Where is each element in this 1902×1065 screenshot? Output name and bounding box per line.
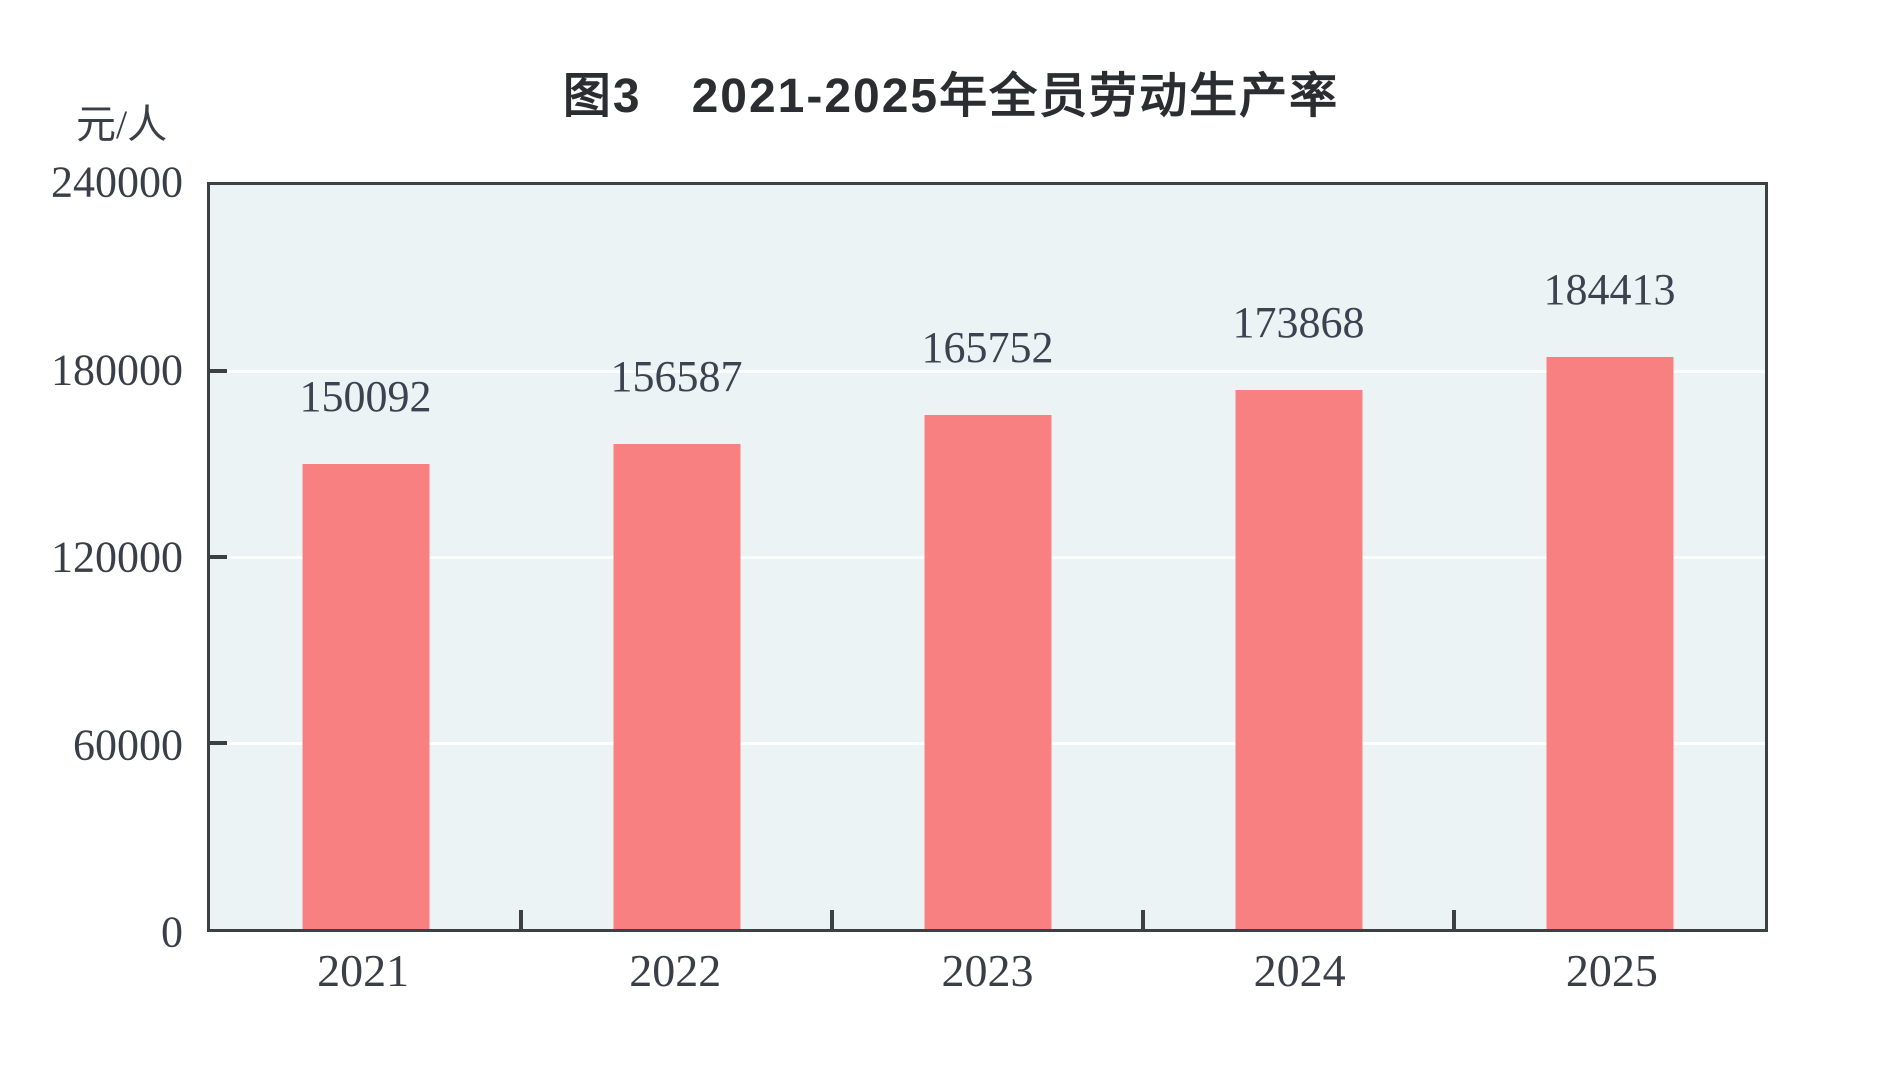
y-tick-label: 120000	[51, 532, 183, 582]
bar-value-label: 150092	[299, 371, 432, 421]
y-axis-unit-label: 元/人	[76, 102, 168, 147]
y-axis: 240000 180000 120000 60000 0	[0, 158, 183, 957]
y-tick-mark	[210, 555, 227, 559]
bar-group: 184413	[1454, 185, 1765, 929]
x-tick-mark	[519, 910, 523, 929]
x-tick-mark	[1452, 910, 1456, 929]
y-tick-label: 0	[161, 907, 183, 957]
x-tick-mark	[1141, 910, 1145, 929]
bar	[613, 443, 740, 929]
bar-group: 156587	[521, 185, 832, 929]
bar	[924, 415, 1051, 929]
y-tick-label: 180000	[51, 345, 183, 394]
x-tick-label: 2022	[629, 945, 722, 996]
plot-area: 150092 156587 165752 173868 184413	[207, 182, 1768, 932]
bar	[1546, 357, 1673, 929]
bar	[1235, 390, 1362, 929]
y-tick-mark	[210, 741, 227, 745]
bar-value-label: 165752	[921, 323, 1054, 373]
bar-group: 150092	[210, 185, 521, 929]
x-tick-label: 2025	[1565, 945, 1658, 996]
gridline-180000	[210, 370, 1765, 373]
bar-value-label: 173868	[1232, 298, 1365, 348]
x-tick-label: 2024	[1253, 945, 1346, 996]
y-tick-mark	[210, 369, 227, 373]
plot-inner: 150092 156587 165752 173868 184413	[210, 185, 1765, 929]
x-axis: 2021 2022 2023 2024 2025	[207, 944, 1768, 997]
bar-group: 165752	[832, 185, 1143, 929]
bar	[302, 463, 429, 929]
x-tick-mark	[830, 910, 834, 929]
x-tick-label: 2023	[941, 945, 1034, 996]
chart-title: 图3 2021-2025年全员劳动生产率	[562, 70, 1340, 123]
bar-value-label: 156587	[610, 351, 743, 401]
y-tick-label: 60000	[73, 720, 183, 769]
x-tick-label: 2021	[317, 945, 410, 996]
bar-value-label: 184413	[1543, 265, 1676, 315]
bar-group: 173868	[1143, 185, 1454, 929]
y-tick-label: 240000	[51, 157, 183, 207]
